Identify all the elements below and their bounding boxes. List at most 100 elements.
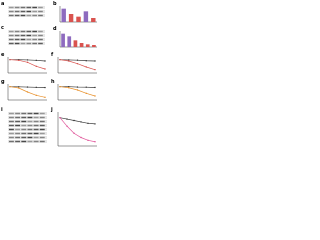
point [76,59,79,61]
blot-band [38,34,43,37]
blot-band [9,124,14,127]
blot-band [15,124,21,127]
point [44,68,46,70]
point [80,121,82,123]
blot-band [14,10,20,13]
point [94,68,96,71]
panel-label: h [51,79,55,85]
blot-band [32,14,37,17]
point [26,59,29,61]
blot-band [32,42,37,45]
blot-band [27,140,33,143]
point [94,86,96,89]
point [76,86,79,88]
panel-label: j [50,107,53,113]
blot-band [26,30,32,33]
point [68,85,70,88]
panel-label: e [1,52,5,58]
point [44,60,46,62]
point [73,119,75,122]
blot-band [26,34,32,37]
blot-band [9,38,14,41]
blot-band [32,38,37,41]
bar [76,16,81,22]
blot-band [21,116,27,119]
point [18,86,20,88]
blot-band [21,140,27,143]
blot-band [27,132,33,135]
panel-label: c [1,25,4,31]
bar [67,36,72,47]
panel-label: g [1,79,5,85]
blot-band [14,30,20,33]
point [26,86,29,88]
point [44,96,46,99]
blot-band [33,140,39,143]
blot-band [9,140,14,143]
bar [92,45,96,47]
blot-band [38,38,43,41]
point [87,139,89,142]
point [66,118,68,120]
blot-band [21,112,27,115]
point [94,123,96,125]
point [18,87,20,89]
blot-band [20,38,26,41]
blot-band [27,128,33,131]
point [59,58,61,61]
panel-label: f [51,52,54,58]
blot-band [9,30,14,33]
blot-band [14,14,20,17]
point [44,86,46,89]
point [76,62,79,65]
blot-band [38,42,43,45]
point [66,125,68,127]
blot-band [39,132,45,135]
blot-band [32,34,37,37]
blot-band [33,136,39,139]
blot-band [9,6,14,9]
line [59,117,96,143]
blot-band [39,120,45,123]
panel-label: d [53,26,57,32]
blot-band [21,132,27,135]
blot-band [33,132,39,135]
blot-strip [8,38,45,41]
blot-band [27,120,33,123]
bar [83,11,89,22]
bar [61,33,65,47]
blot-band [14,38,20,41]
blot-band [20,34,26,37]
blot-band [15,132,21,135]
blot-band [27,112,33,115]
point [85,66,87,68]
line [9,59,46,70]
blot-band [20,14,26,17]
blot-band [39,136,45,139]
blot-band [9,136,14,139]
blot-band [39,116,45,119]
blot-strip [8,120,47,123]
blot-band [38,10,43,13]
blot-band [9,42,14,45]
blot-band [27,116,33,119]
blot-band [33,116,39,119]
blot-band [9,132,14,135]
blot-band [33,112,39,115]
point [35,59,37,62]
point [94,95,96,97]
blot-band [38,6,43,9]
blot-band [9,14,14,17]
blot-band [15,112,21,115]
point [26,91,29,93]
blot-band [32,30,37,33]
point [94,60,96,62]
bar [91,18,96,22]
bar [73,40,78,47]
blot-band [20,30,26,33]
bar [79,43,84,47]
panel-label: i [1,107,3,113]
blot-band [39,112,45,115]
blot-band [21,136,27,139]
blot-band [32,10,37,13]
